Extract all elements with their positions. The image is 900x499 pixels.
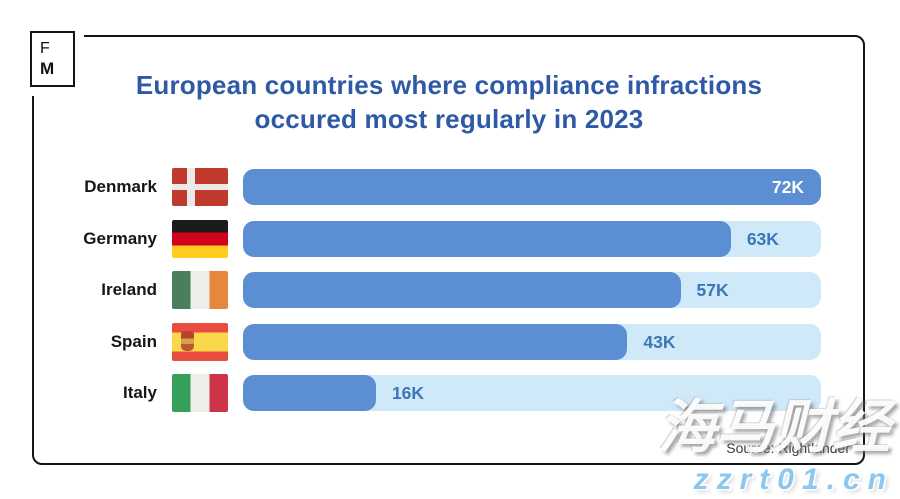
source-attribution: Source: Rightlander: [726, 440, 850, 456]
bar-value-ireland: 57K: [696, 280, 729, 300]
bar-value-italy: 16K: [391, 383, 425, 403]
bar-track-spain: 43K: [243, 323, 821, 360]
bar-spain: [243, 323, 628, 360]
country-label-italy: Italy: [122, 383, 157, 402]
bar-denmark: 72K: [243, 169, 821, 205]
bar-germany: [243, 220, 731, 257]
chart-title-line1: European countries where compliance infr…: [135, 70, 763, 100]
country-label-ireland: Ireland: [101, 280, 157, 299]
bar-track-italy: 16K: [243, 375, 821, 411]
chart-row-ireland: Ireland 57K: [0, 271, 900, 309]
country-label-denmark: Denmark: [84, 177, 157, 196]
logo-letter-m: M: [40, 59, 55, 78]
bar-value-denmark: 72K: [771, 177, 804, 197]
spain-flag-icon: [172, 322, 228, 361]
logo-letter-f: F: [40, 40, 50, 57]
chart-row-germany: Germany 63K: [0, 219, 900, 258]
country-label-germany: Germany: [83, 228, 157, 248]
chart-row-italy: Italy 16K: [0, 374, 900, 412]
germany-flag-icon: [172, 219, 228, 258]
spain-coat-of-arms: [181, 332, 194, 351]
italy-flag-icon: [172, 374, 228, 412]
denmark-cross-horizontal: [172, 183, 228, 191]
ireland-flag-icon: [172, 271, 228, 309]
bar-track-germany: 63K: [243, 220, 821, 257]
chart-title: European countries where compliance infr…: [32, 68, 866, 136]
denmark-flag-icon: [172, 168, 228, 206]
chart-row-denmark: Denmark 72K: [0, 168, 900, 206]
chart-frame-border: [32, 35, 865, 465]
fm-logo: F M: [30, 31, 75, 87]
bar-value-germany: 63K: [746, 228, 779, 249]
chart-row-spain: Spain 43K: [0, 322, 900, 361]
bar-value-spain: 43K: [643, 331, 676, 352]
bar-ireland: [243, 272, 681, 308]
country-label-spain: Spain: [110, 331, 157, 351]
bar-track-ireland: 57K: [243, 272, 821, 308]
bar-italy: [243, 375, 376, 411]
chart-title-line2: occured most regularly in 2023: [254, 104, 644, 134]
bar-track-denmark: 72K: [243, 169, 821, 205]
